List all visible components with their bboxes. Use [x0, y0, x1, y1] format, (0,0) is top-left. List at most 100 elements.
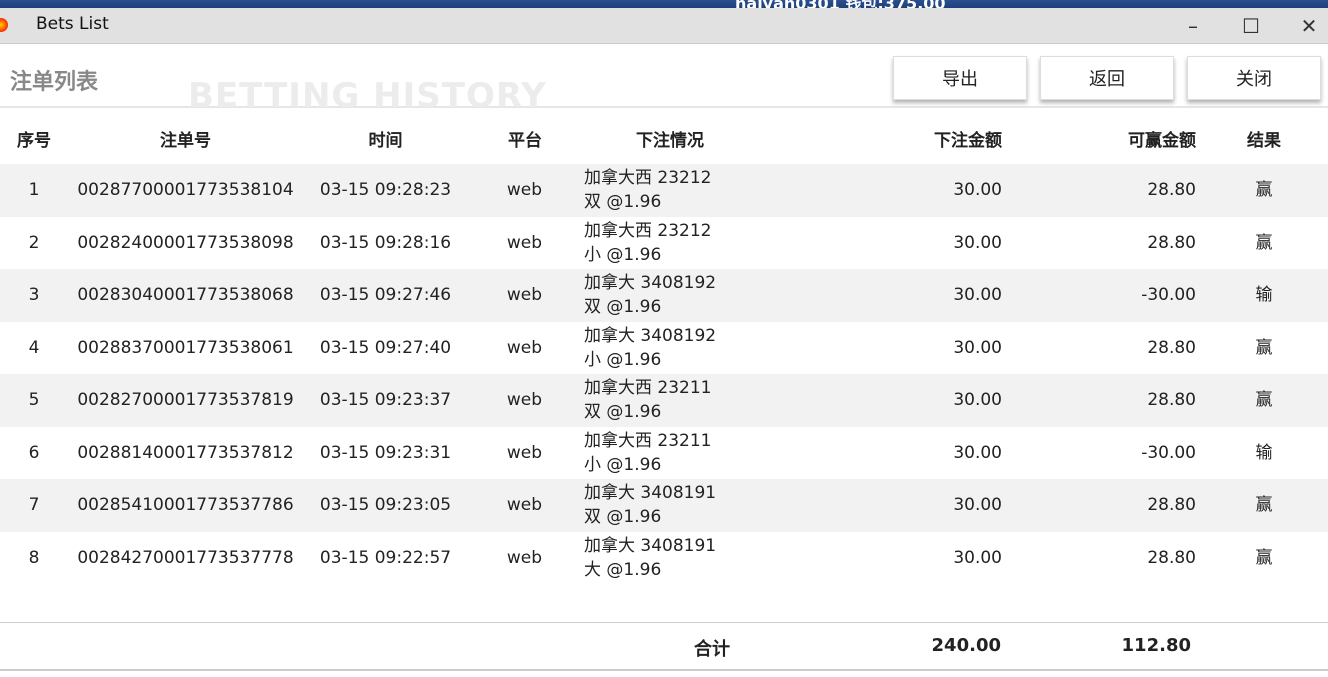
table-row[interactable]: 7 00285410001773537786 03-15 09:23:05 web 加拿… [0, 479, 1328, 532]
cell-bet: 加拿大西 23211 小 @1.96 [550, 427, 790, 480]
cell-no: 6 [28, 442, 40, 463]
maximize-icon[interactable]: ☐ [1242, 14, 1260, 38]
column-header: 平台 [508, 130, 542, 151]
cell-amount: 30.00 [953, 442, 1002, 463]
bet-line: 加拿大西 23212 [584, 220, 712, 241]
back-button[interactable]: 返回 [1040, 56, 1174, 100]
cell-amount: 30.00 [953, 285, 1002, 306]
cell-platform: web [506, 442, 542, 463]
cell-result: 赢 [1255, 547, 1273, 568]
close-window-icon[interactable]: ✕ [1300, 14, 1318, 38]
cell-time: 03-15 09:22:57 [319, 547, 452, 568]
cell-win: -30.00 [1141, 285, 1196, 306]
cell-win: 28.80 [1147, 495, 1196, 516]
cell-id: 00288140001773537812 [77, 442, 294, 463]
page-title: 注单列表 [10, 70, 99, 95]
bet-line: 大 @1.96 [584, 559, 662, 580]
window-titlebar: Bets List – ☐ ✕ [0, 8, 1328, 44]
cell-win: 28.80 [1147, 232, 1196, 253]
cell-no: 8 [28, 547, 40, 568]
cell-id: 00282700001773537819 [77, 390, 294, 411]
app-logo-icon [0, 18, 8, 32]
cell-time: 03-15 09:27:40 [319, 337, 452, 358]
close-button[interactable]: 关闭 [1187, 56, 1321, 100]
export-button[interactable]: 导出 [893, 56, 1027, 100]
cell-win: 28.80 [1147, 180, 1196, 201]
column-header: 下注情况 [636, 130, 704, 151]
bet-line: 双 @1.96 [584, 402, 662, 423]
cell-bet: 加拿大西 23212 小 @1.96 [550, 217, 790, 270]
column-header: 序号 [17, 130, 51, 151]
cell-result: 赢 [1255, 180, 1273, 201]
cell-time: 03-15 09:23:05 [319, 495, 452, 516]
cell-id: 00287700001773538104 [77, 180, 294, 201]
page-header: BETTING HISTORY 注单列表 导出 返回 关闭 [0, 46, 1328, 116]
cell-platform: web [506, 180, 542, 201]
bet-line: 加拿大西 23211 [584, 378, 712, 399]
table-row[interactable]: 3 00283040001773538068 03-15 09:27:46 web 加拿… [0, 269, 1328, 322]
bet-line: 加拿大 3408191 [584, 535, 717, 556]
table-row[interactable]: 1 00287700001773538104 03-15 09:28:23 web 加拿… [0, 164, 1328, 217]
cell-win: 28.80 [1147, 547, 1196, 568]
bet-line: 加拿大 3408192 [584, 273, 717, 294]
cell-bet: 加拿大 3408191 大 @1.96 [550, 532, 790, 585]
cell-no: 5 [28, 390, 40, 411]
taskbar-strip: haiyan0301 钱包:375.00 [0, 0, 1328, 8]
bet-line: 小 @1.96 [584, 349, 662, 370]
cell-time: 03-15 09:28:16 [319, 232, 452, 253]
cell-win: -30.00 [1141, 442, 1196, 463]
bet-line: 双 @1.96 [584, 192, 662, 213]
cell-id: 00282400001773538098 [77, 232, 294, 253]
cell-time: 03-15 09:23:31 [319, 442, 452, 463]
column-header: 下注金额 [934, 130, 1002, 151]
column-header: 注单号 [160, 130, 211, 151]
account-info: haiyan0301 钱包:375.00 [735, 0, 946, 8]
cell-id: 00285410001773537786 [77, 495, 294, 516]
cell-bet: 加拿大西 23211 双 @1.96 [550, 374, 790, 427]
window-title: Bets List [36, 14, 109, 34]
cell-no: 4 [28, 337, 40, 358]
cell-time: 03-15 09:23:37 [319, 390, 452, 411]
column-header: 时间 [368, 130, 403, 151]
cell-platform: web [506, 285, 542, 306]
cell-result: 赢 [1255, 232, 1273, 253]
cell-amount: 30.00 [953, 390, 1002, 411]
cell-amount: 30.00 [953, 232, 1002, 253]
watermark: BETTING HISTORY [188, 76, 547, 116]
cell-time: 03-15 09:27:46 [319, 285, 452, 306]
minimize-icon[interactable]: – [1188, 14, 1198, 38]
cell-id: 00288370001773538061 [77, 337, 294, 358]
cell-bet: 加拿大西 23212 双 @1.96 [550, 164, 790, 217]
bet-line: 双 @1.96 [584, 507, 662, 528]
cell-no: 7 [28, 495, 40, 516]
totals-row: 合计 240.00 112.80 [0, 622, 1328, 671]
cell-platform: web [506, 495, 542, 516]
cell-time: 03-15 09:28:23 [319, 180, 452, 201]
table-row[interactable]: 2 00282400001773538098 03-15 09:28:16 web 加拿… [0, 217, 1328, 270]
total-win: 112.80 [1121, 635, 1191, 656]
cell-result: 输 [1255, 442, 1273, 463]
bet-line: 双 @1.96 [584, 297, 662, 318]
cell-result: 赢 [1255, 337, 1273, 358]
table-row[interactable]: 5 00282700001773537819 03-15 09:23:37 web 加拿… [0, 374, 1328, 427]
table-row[interactable]: 4 00288370001773538061 03-15 09:27:40 web 加拿… [0, 322, 1328, 375]
cell-bet: 加拿大 3408192 双 @1.96 [550, 269, 790, 322]
cell-amount: 30.00 [953, 180, 1002, 201]
cell-platform: web [506, 232, 542, 253]
cell-bet: 加拿大 3408191 双 @1.96 [550, 479, 790, 532]
cell-bet: 加拿大 3408192 小 @1.96 [550, 322, 790, 375]
column-header: 可赢金额 [1128, 130, 1196, 151]
cell-win: 28.80 [1147, 390, 1196, 411]
bet-line: 加拿大西 23211 [584, 430, 712, 451]
cell-no: 1 [28, 180, 40, 201]
bet-line: 小 @1.96 [584, 454, 662, 475]
bet-line: 加拿大西 23212 [584, 168, 712, 189]
cell-amount: 30.00 [953, 337, 1002, 358]
table-row[interactable]: 6 00288140001773537812 03-15 09:23:31 web 加拿… [0, 427, 1328, 480]
cell-no: 2 [28, 232, 40, 253]
cell-result: 输 [1255, 285, 1273, 306]
cell-no: 3 [28, 285, 40, 306]
table-row[interactable]: 8 00284270001773537778 03-15 09:22:57 web 加拿… [0, 532, 1328, 585]
cell-result: 赢 [1255, 495, 1273, 516]
cell-id: 00284270001773537778 [77, 547, 294, 568]
